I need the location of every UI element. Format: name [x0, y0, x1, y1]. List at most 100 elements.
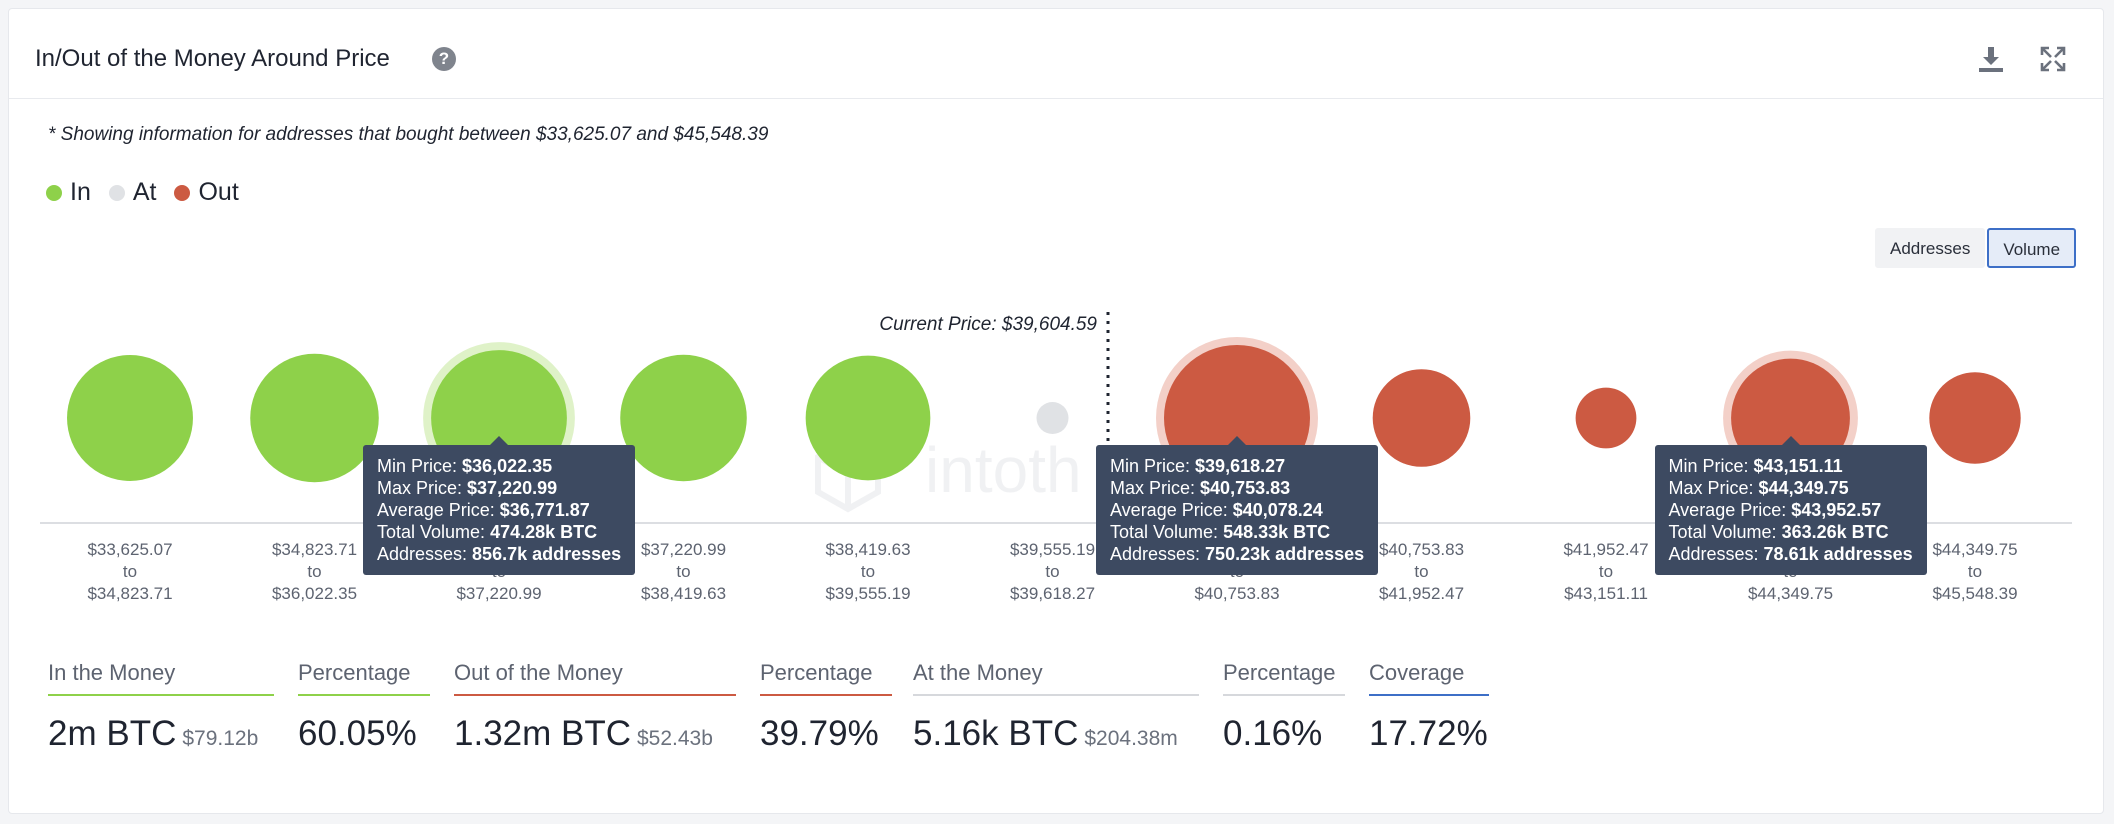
- tick-label: to: [1599, 562, 1613, 581]
- stat-label: In the Money: [48, 660, 274, 696]
- tooltip-value: 363.26k BTC: [1781, 522, 1889, 542]
- tick-label: $37,220.99: [641, 540, 726, 559]
- tick-label: $34,823.71: [272, 540, 357, 559]
- tooltip-value: $36,771.87: [499, 500, 590, 520]
- tick-label: $39,555.19: [825, 584, 910, 603]
- tooltip-row: Addresses: 856.7k addresses: [377, 543, 621, 565]
- stat-value-main: 60.05%: [298, 714, 417, 753]
- tooltip-key: Average Price:: [377, 500, 500, 520]
- tooltip: Min Price: $43,151.11 Max Price: $44,349.…: [1654, 436, 1927, 575]
- current-price-label: Current Price: $39,604.59: [879, 314, 1097, 335]
- bubble-out[interactable]: [1929, 372, 2021, 464]
- tooltip-value: $44,349.75: [1758, 478, 1849, 498]
- tooltip-key: Max Price:: [377, 478, 468, 498]
- tooltip-row: Average Price: $36,771.87: [377, 499, 621, 521]
- stat-value: 2m BTC $79.12b: [48, 714, 274, 754]
- tooltip-row: Addresses: 78.61k addresses: [1669, 543, 1913, 565]
- tooltip-row: Max Price: $37,220.99: [377, 477, 621, 499]
- stat-in-percentage: Percentage 60.05%: [298, 660, 430, 754]
- legend-item-in[interactable]: In: [46, 178, 91, 207]
- stat-coverage: Coverage 17.72%: [1369, 660, 1489, 754]
- tooltip-key: Min Price:: [377, 456, 463, 476]
- tick-label: $37,220.99: [456, 584, 541, 603]
- tooltip-value: $40,753.83: [1200, 478, 1291, 498]
- stat-label: Coverage: [1369, 660, 1489, 696]
- tick-label: $39,555.19: [1010, 540, 1095, 559]
- bubble-in[interactable]: [250, 353, 379, 483]
- tooltip-value: 78.61k addresses: [1763, 544, 1913, 564]
- tick-label: $44,349.75: [1932, 540, 2017, 559]
- stat-value: 60.05%: [298, 714, 430, 754]
- addresses-button[interactable]: Addresses: [1875, 228, 1986, 268]
- tooltip-row: Max Price: $40,753.83: [1110, 477, 1364, 499]
- stat-out-percentage: Percentage 39.79%: [760, 660, 892, 754]
- bubble-in[interactable]: [67, 355, 193, 481]
- stat-value: 17.72%: [1369, 714, 1489, 754]
- stat-value-main: 17.72%: [1369, 714, 1488, 753]
- legend: In At Out: [46, 178, 239, 207]
- tooltip-key: Total Volume:: [1110, 522, 1224, 542]
- tick-label: $33,625.07: [87, 540, 172, 559]
- legend-dot-in: [46, 184, 62, 201]
- bubble-out[interactable]: [1372, 369, 1471, 467]
- tick-label: to: [1045, 562, 1059, 581]
- legend-dot-out: [174, 184, 191, 201]
- tooltip-value: 548.33k BTC: [1223, 522, 1331, 542]
- tooltip-key: Average Price:: [1668, 500, 1792, 520]
- tooltip-key: Addresses:: [1110, 544, 1206, 564]
- download-icon[interactable]: [1975, 43, 2007, 75]
- tooltip-row: Average Price: $40,078.24: [1110, 499, 1364, 521]
- tooltip-value: $40,078.24: [1232, 500, 1323, 520]
- tooltip-row: Min Price: $43,151.11: [1669, 455, 1913, 477]
- question-circle-icon[interactable]: ?: [432, 47, 456, 71]
- tooltip-key: Average Price:: [1110, 500, 1233, 520]
- legend-label-in: In: [70, 178, 91, 206]
- bubble-in[interactable]: [805, 355, 931, 481]
- tooltip-key: Total Volume:: [1668, 522, 1782, 542]
- stat-value-sub: $204.38m: [1084, 727, 1178, 750]
- stat-at-the-money: At the Money 5.16k BTC $204.38m: [913, 660, 1199, 754]
- stat-value-sub: $79.12b: [182, 727, 259, 750]
- watermark-text: intoth: [925, 434, 1082, 506]
- stat-value-main: 39.79%: [760, 714, 879, 753]
- stat-value: 0.16%: [1223, 714, 1345, 754]
- legend-dot-at: [108, 184, 125, 201]
- tooltip-row: Total Volume: 363.26k BTC: [1669, 521, 1913, 543]
- stat-value: 1.32m BTC $52.43b: [454, 714, 736, 754]
- tooltip-row: Total Volume: 474.28k BTC: [377, 521, 621, 543]
- bubble-in[interactable]: [620, 354, 747, 482]
- tooltip-value: $43,952.57: [1791, 500, 1882, 520]
- tooltip-value: $43,151.11: [1753, 456, 1843, 476]
- stat-at-percentage: Percentage 0.16%: [1223, 660, 1345, 754]
- legend-item-out[interactable]: Out: [174, 178, 239, 207]
- legend-item-at[interactable]: At: [108, 178, 156, 207]
- range-note: * Showing information for addresses that…: [48, 124, 769, 145]
- tooltip-key: Min Price:: [1110, 456, 1196, 476]
- bubble-at[interactable]: [1036, 402, 1069, 434]
- stat-label: Percentage: [1223, 660, 1345, 696]
- stat-value-main: 1.32m BTC: [454, 714, 631, 753]
- tooltip-value: 750.23k addresses: [1205, 544, 1365, 564]
- tooltip-key: Max Price:: [1668, 478, 1759, 498]
- tick-label: $41,952.47: [1563, 540, 1648, 559]
- tooltip-key: Addresses:: [377, 544, 473, 564]
- expand-icon[interactable]: [2037, 43, 2069, 75]
- tooltip: Min Price: $36,022.35 Max Price: $37,220.…: [363, 436, 636, 575]
- stat-value: 39.79%: [760, 714, 892, 754]
- tick-label: $44,349.75: [1748, 584, 1833, 603]
- tick-label: $41,952.47: [1379, 584, 1464, 603]
- tooltip-row: Average Price: $43,952.57: [1669, 499, 1913, 521]
- bubble-out[interactable]: [1575, 387, 1637, 449]
- tooltip-row: Max Price: $44,349.75: [1669, 477, 1913, 499]
- tick-label: $40,753.83: [1379, 540, 1464, 559]
- tooltip-key: Min Price:: [1668, 456, 1754, 476]
- tooltip-key: Addresses:: [1668, 544, 1764, 564]
- tooltip-value: 856.7k addresses: [472, 544, 622, 564]
- metric-toggle: Addresses Volume: [1875, 228, 2077, 268]
- tick-label: $39,618.27: [1010, 584, 1095, 603]
- tick-label: $45,548.39: [1932, 584, 2017, 603]
- stat-label: Percentage: [760, 660, 892, 696]
- tick-label: $38,419.63: [641, 584, 726, 603]
- volume-button[interactable]: Volume: [1987, 228, 2077, 268]
- tooltip: Min Price: $39,618.27 Max Price: $40,753.…: [1096, 436, 1379, 575]
